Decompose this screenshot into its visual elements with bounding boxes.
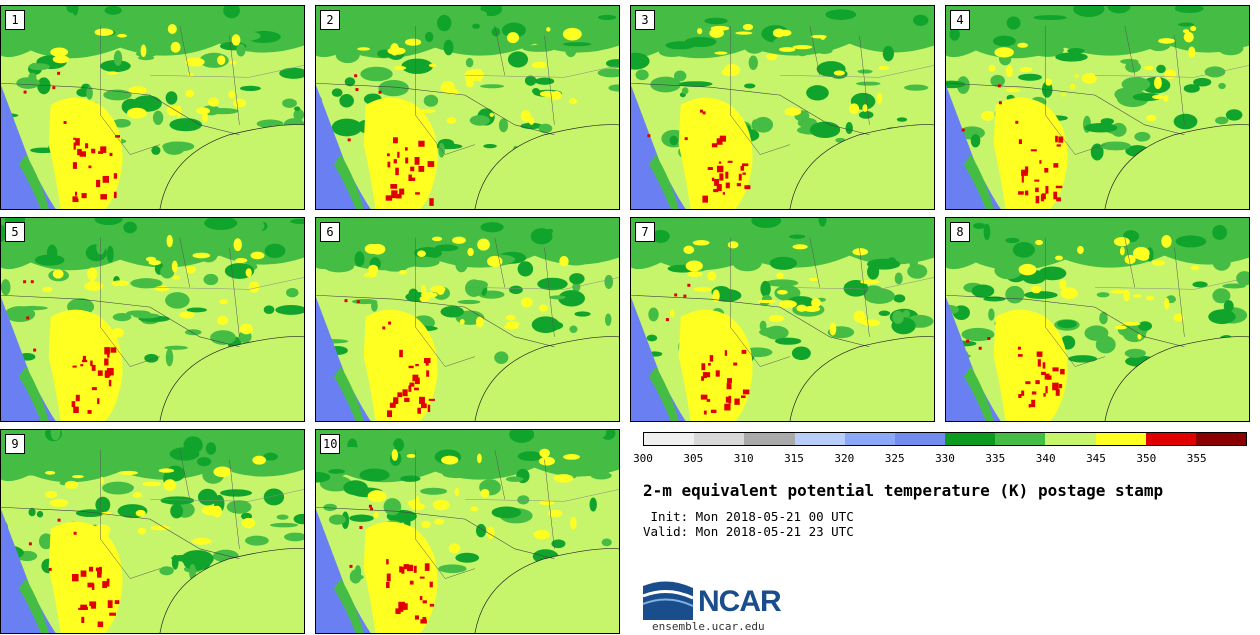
member-map-9 (1, 430, 304, 633)
member-label: 10 (320, 434, 341, 454)
member-map-2 (316, 6, 619, 209)
member-label: 4 (950, 10, 970, 30)
member-panel-8: 8 (945, 217, 1250, 422)
member-map-10 (316, 430, 619, 633)
colorbar-segment (945, 433, 996, 445)
member-label: 6 (320, 222, 340, 242)
colorbar-tick-label: 345 (1086, 452, 1106, 465)
member-panel-5: 5 (0, 217, 305, 422)
colorbar-tick-label: 355 (1186, 452, 1207, 465)
colorbar-tick-label: 350 (1136, 452, 1157, 465)
member-map-4 (946, 6, 1249, 209)
member-label: 3 (635, 10, 655, 30)
member-map-5 (1, 218, 304, 421)
colorbar-segment (894, 433, 946, 445)
colorbar-tick-label: 335 (985, 452, 1006, 465)
member-panel-3: 3 (630, 5, 935, 210)
colorbar-tick-label: 320 (834, 452, 855, 465)
colorbar-segment (644, 433, 695, 445)
colorbar-segment (794, 433, 845, 445)
colorbar-tick-label: 310 (733, 452, 754, 465)
colorbar-segment (744, 433, 795, 445)
member-map-1 (1, 6, 304, 209)
colorbar-tick-label: 340 (1035, 452, 1056, 465)
colorbar-tick-label: 330 (935, 452, 955, 465)
colorbar-segment (1045, 433, 1096, 445)
colorbar-tick-label: 300 (633, 452, 653, 465)
member-panel-10: 10 (315, 429, 620, 634)
member-panel-4: 4 (945, 5, 1250, 210)
member-label: 8 (950, 222, 970, 242)
member-panel-6: 6 (315, 217, 620, 422)
member-map-8 (946, 218, 1249, 421)
colorbar-segment (1195, 433, 1247, 445)
member-label: 1 (5, 10, 25, 30)
member-panel-9: 9 (0, 429, 305, 634)
member-map-7 (631, 218, 934, 421)
member-label: 5 (5, 222, 25, 242)
init-time: Init: Mon 2018-05-21 00 UTC (643, 509, 854, 524)
colorbar (643, 432, 1247, 446)
ncar-logo-icon (643, 581, 694, 620)
member-label: 2 (320, 10, 340, 30)
member-label: 9 (5, 434, 25, 454)
colorbar-tick-label: 325 (884, 452, 905, 465)
member-panel-1: 1 (0, 5, 305, 210)
member-map-3 (631, 6, 934, 209)
member-panel-2: 2 (315, 5, 620, 210)
colorbar-tick-label: 315 (784, 452, 804, 465)
logo-text: NCAR (698, 585, 782, 618)
valid-time: Valid: Mon 2018-05-21 23 UTC (643, 524, 854, 539)
colorbar-segment (844, 433, 895, 445)
member-map-6 (316, 218, 619, 421)
member-label: 7 (635, 222, 655, 242)
colorbar-tick-label: 305 (683, 452, 704, 465)
colorbar-segment (1095, 433, 1146, 445)
plot-title: 2-m equivalent potential temperature (K)… (643, 481, 1164, 500)
site-url: ensemble.ucar.edu (652, 620, 765, 633)
member-panel-7: 7 (630, 217, 935, 422)
colorbar-segment (995, 433, 1046, 445)
colorbar-segment (1145, 433, 1196, 445)
colorbar-segment (694, 433, 745, 445)
